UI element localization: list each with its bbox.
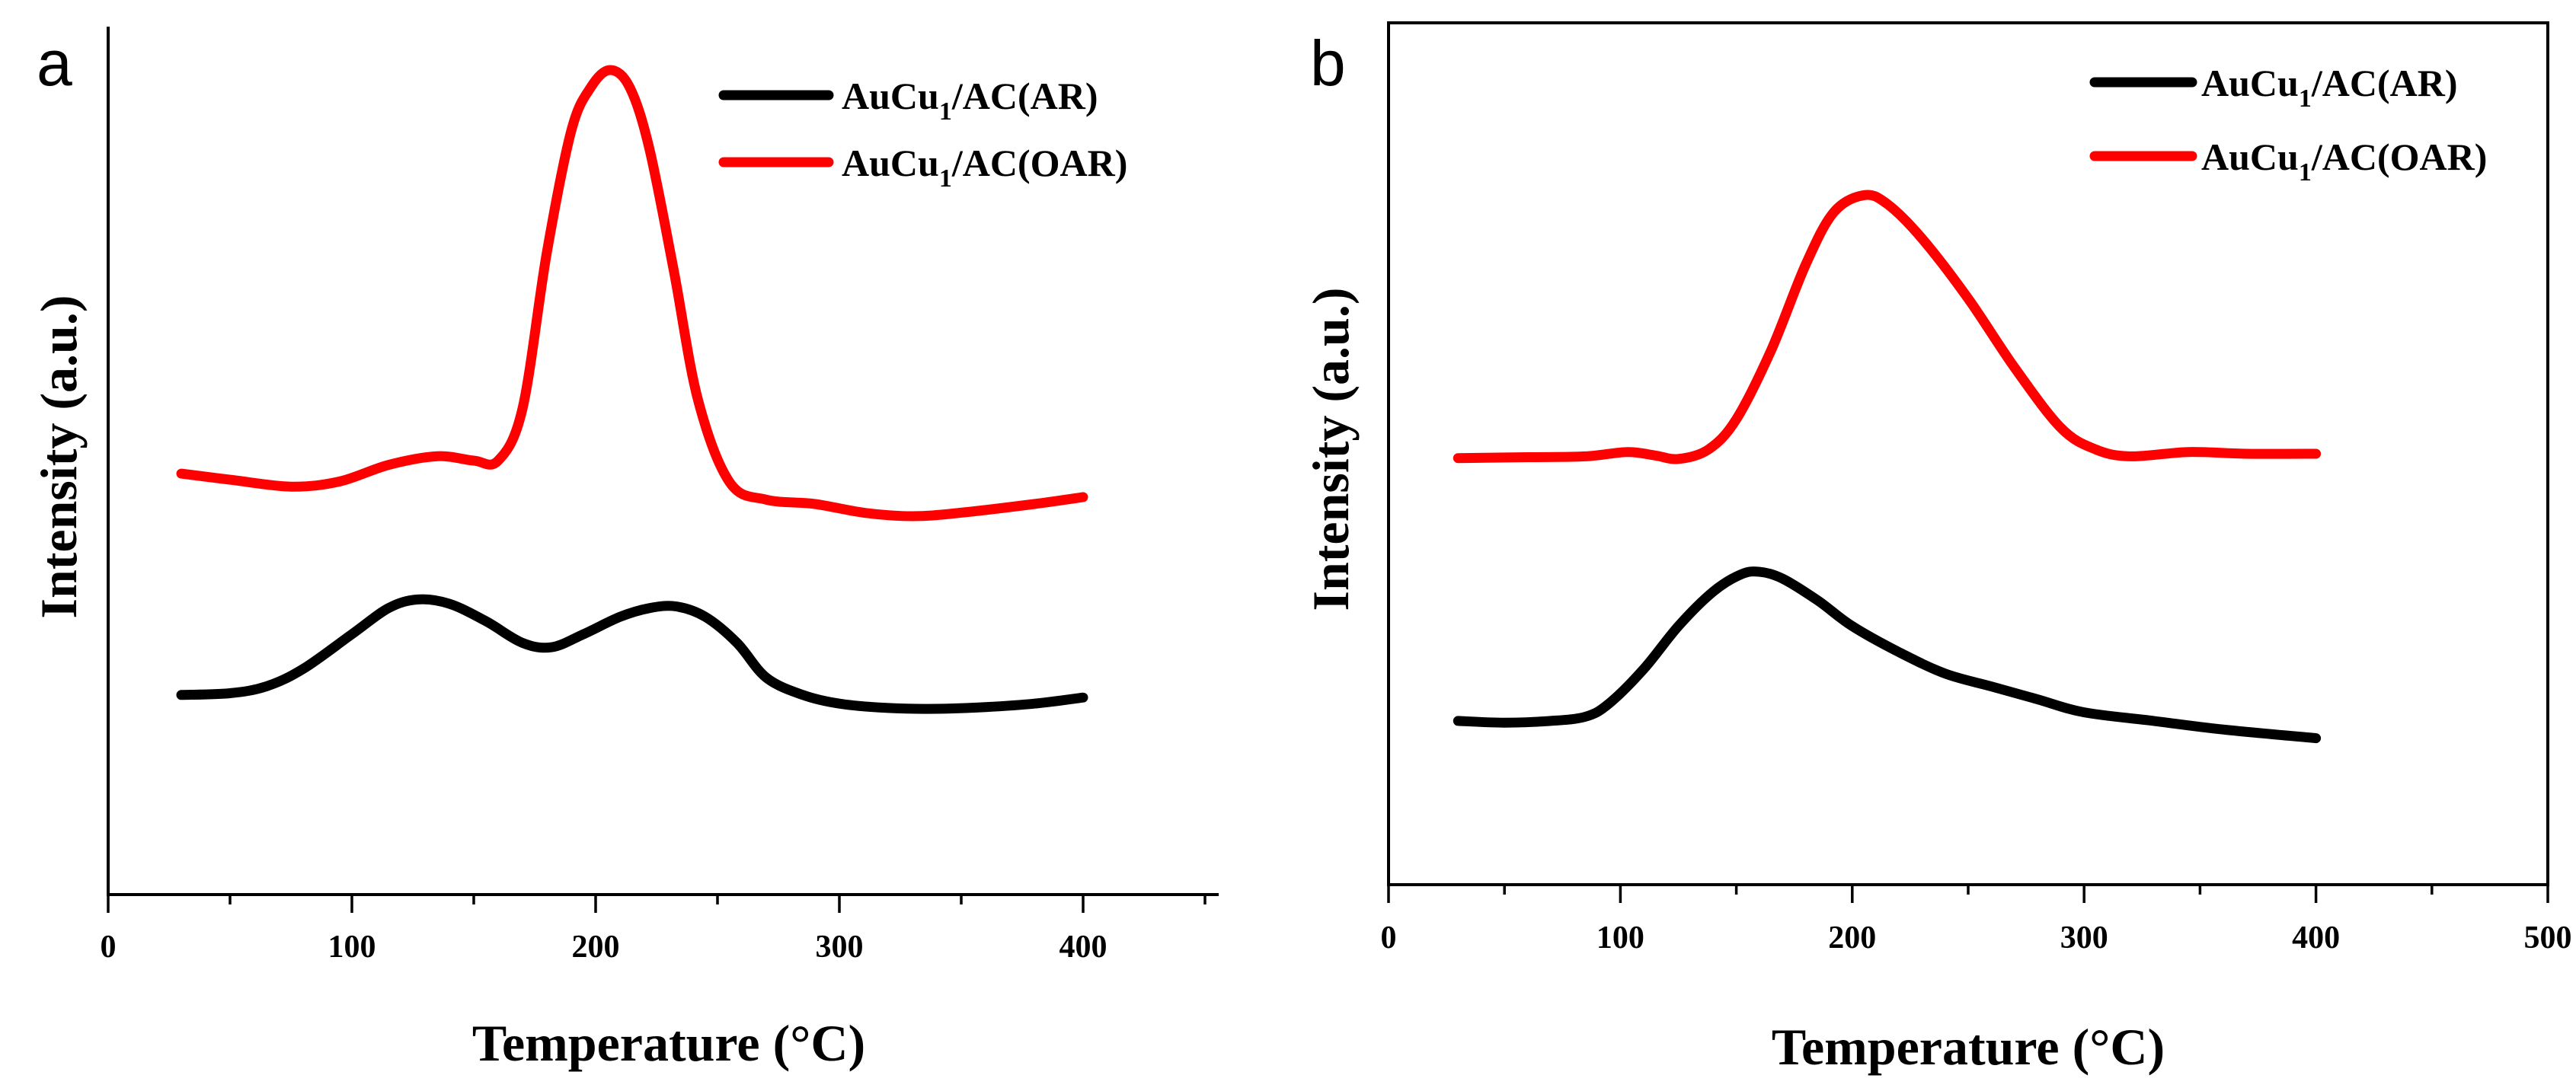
panel-b-legend: AuCu1/AC(AR) AuCu1/AC(OAR): [2089, 62, 2487, 187]
panel-b-x-ticks: 0 100 200 300 400 500: [1381, 885, 2572, 955]
panel-a-legend-label-ar: AuCu1/AC(AR): [842, 75, 1098, 126]
panel-a-legend-label-oar: AuCu1/AC(OAR): [842, 142, 1127, 193]
panel-a-legend: AuCu1/AC(AR) AuCu1/AC(OAR): [718, 75, 1127, 193]
panel-a-tick-label: 300: [816, 930, 864, 965]
panel-b-tick-label: 500: [2524, 920, 2572, 955]
panel-b-legend-label-oar: AuCu1/AC(OAR): [2201, 136, 2487, 187]
panel-b-letter: b: [1310, 27, 1346, 99]
panel-b-tick-label: 400: [2292, 920, 2340, 955]
panel-a-x-axis-title: Temperature (°C): [472, 1014, 865, 1072]
panel-a-tick-label: 0: [101, 930, 117, 965]
panel-a-letter: a: [37, 27, 72, 99]
panel-a: a 0 100 200 300 400 Temperature (°C) Intensi…: [30, 27, 1219, 1072]
panel-b-series-group: [1453, 190, 2322, 744]
panel-b-series-oar-line: [1453, 190, 2322, 464]
panel-b-tick-label: 300: [2060, 920, 2108, 955]
panel-b-tick-label: 200: [1828, 920, 1876, 955]
panel-b-x-axis-title: Temperature (°C): [1772, 1018, 2165, 1076]
panel-a-series-oar-line: [176, 65, 1088, 522]
panel-b: b 0 100 200 300 400 500 Temperature (°C) Inte…: [1302, 21, 2572, 1076]
panel-b-tick-label: 100: [1596, 920, 1644, 955]
panel-a-tick-label: 400: [1059, 930, 1107, 965]
panel-b-legend-label-ar: AuCu1/AC(AR): [2201, 62, 2457, 113]
panel-a-series-ar-line: [176, 594, 1088, 714]
panel-b-tick-label: 0: [1381, 920, 1397, 955]
panel-a-tick-label: 100: [328, 930, 376, 965]
panel-a-series-group: [176, 65, 1088, 714]
panel-a-tick-label: 200: [572, 930, 620, 965]
panel-b-series-ar-line: [1453, 566, 2322, 744]
panel-a-x-ticks: 0 100 200 300 400: [101, 895, 1207, 965]
panel-a-y-axis-title: Intensity (a.u.): [30, 295, 88, 618]
panel-b-y-axis-title: Intensity (a.u.): [1302, 287, 1360, 611]
